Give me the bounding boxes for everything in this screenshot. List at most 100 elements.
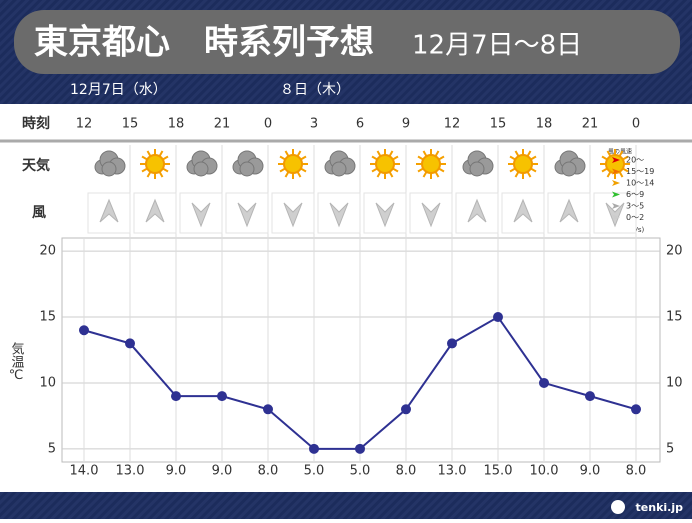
sun-ray — [509, 167, 516, 173]
legend-arrow — [612, 203, 620, 209]
sun — [375, 154, 395, 174]
wind-arrow — [513, 198, 533, 223]
value-label: 13.0 — [438, 464, 467, 479]
sun-ray — [530, 155, 537, 161]
hour-label: 15 — [122, 117, 139, 132]
sun-ray — [514, 150, 520, 157]
cloud — [239, 161, 255, 177]
logo-icon — [611, 500, 625, 514]
value-label: 9.0 — [166, 464, 187, 479]
sun-ray — [526, 150, 532, 157]
temp-point — [631, 404, 641, 415]
sun-ray — [146, 150, 152, 157]
sun-ray — [141, 155, 148, 161]
hour-label: 0 — [632, 117, 640, 132]
value-label: 9.0 — [212, 464, 233, 479]
sun-ray — [526, 171, 532, 178]
temp-point — [217, 391, 227, 402]
sun-ray — [284, 171, 290, 178]
legend-arrow — [612, 214, 620, 221]
sun-ray — [422, 150, 428, 157]
plot-frame — [61, 237, 661, 463]
value-label: 8.0 — [396, 464, 417, 479]
temp-point — [79, 325, 89, 336]
sun-ray — [376, 171, 382, 178]
y2-tick-label: 15 — [666, 310, 683, 325]
wind-arrow — [99, 198, 119, 223]
legend-label: 15～19 — [626, 167, 654, 176]
wind-arrow — [421, 202, 441, 228]
hour-label: 9 — [402, 117, 410, 132]
legend-arrow — [612, 168, 620, 175]
sun-ray — [434, 150, 440, 157]
temp-point — [309, 443, 319, 454]
temp-point — [263, 404, 273, 415]
hour-label: 12 — [444, 117, 461, 132]
cloud — [193, 161, 209, 177]
value-label: 8.0 — [258, 464, 279, 479]
title-bar — [14, 10, 680, 74]
hour-label: 6 — [356, 117, 364, 132]
temp-point — [401, 404, 411, 415]
sun-ray — [618, 171, 624, 178]
value-label: 13.0 — [116, 464, 145, 479]
row-label: 時刻 — [22, 115, 50, 132]
logo: tenki.jp — [636, 501, 684, 514]
day-label: ８日（木） — [280, 82, 350, 98]
sun-ray — [618, 150, 624, 157]
sun-ray — [388, 171, 394, 178]
day-label: 12月7日（水） — [70, 82, 167, 98]
hour-label: 18 — [168, 117, 185, 132]
wind-arrow — [237, 202, 257, 228]
value-label: 9.0 — [580, 464, 601, 479]
value-label: 5.0 — [350, 464, 371, 479]
y-axis-label: 気温℃ — [9, 341, 25, 383]
sun-ray — [601, 167, 608, 173]
wind-arrow — [559, 198, 579, 223]
legend-label: 6～9 — [626, 190, 644, 199]
legend-label: 10～14 — [626, 179, 654, 188]
sun — [421, 154, 441, 174]
sun-ray — [530, 167, 537, 173]
sun-ray — [622, 155, 629, 161]
hour-label: 21 — [582, 117, 599, 132]
sun — [283, 154, 303, 174]
sun-ray — [296, 171, 302, 178]
temp-point — [355, 443, 365, 454]
hour-label: 3 — [310, 117, 318, 132]
hour-label: 12 — [76, 117, 93, 132]
value-label: 10.0 — [530, 464, 559, 479]
row-label: 風 — [32, 205, 46, 221]
dates: 12月7日～8日 — [412, 31, 582, 61]
wind-arrow — [283, 202, 303, 228]
cloud — [331, 161, 347, 177]
wind-arrow — [329, 202, 349, 228]
row-label: 天気 — [22, 157, 50, 174]
legend-label: 0～2 — [626, 213, 644, 222]
sun-ray — [601, 155, 608, 161]
wind-arrow — [191, 202, 211, 228]
temp-point — [493, 312, 503, 323]
sun-ray — [162, 155, 169, 161]
cloud — [561, 161, 577, 177]
wind-arrow — [145, 198, 165, 223]
temp-point — [447, 338, 457, 349]
temp-point — [585, 391, 595, 402]
value-label: 15.0 — [484, 464, 513, 479]
temp-point — [539, 377, 549, 388]
sun-ray — [422, 171, 428, 178]
sun-ray — [434, 171, 440, 178]
y2-tick-label: 5 — [666, 441, 674, 456]
sun-ray — [284, 150, 290, 157]
sun-ray — [141, 167, 148, 173]
cloud — [469, 161, 485, 177]
sun-ray — [622, 167, 629, 173]
y-tick-label: 15 — [39, 310, 56, 325]
legend-label: 20～ — [626, 156, 644, 165]
title: 東京都心 時系列予想 — [34, 23, 374, 63]
sun-ray — [388, 150, 394, 157]
sun-ray — [146, 171, 152, 178]
y-tick-label: 20 — [39, 244, 56, 259]
value-label: 8.0 — [626, 464, 647, 479]
